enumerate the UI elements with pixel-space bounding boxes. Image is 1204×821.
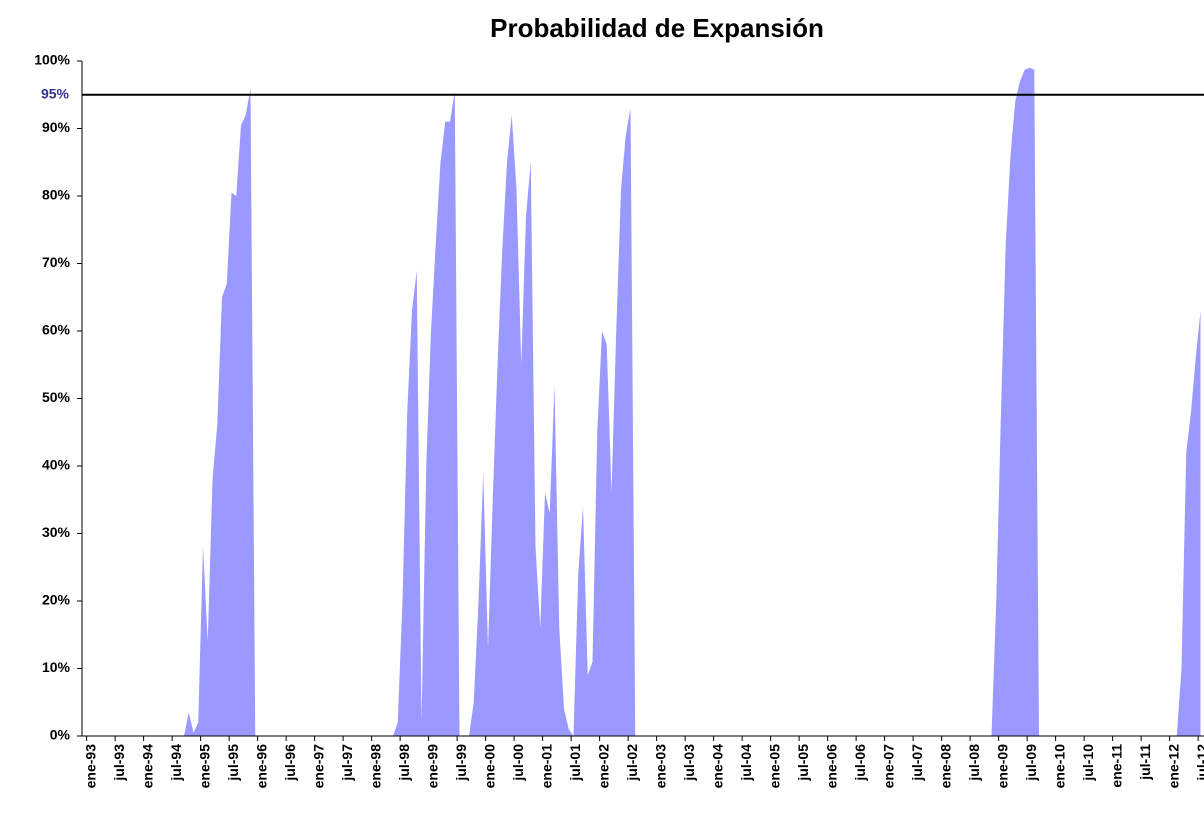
x-tick-label: jul-93 xyxy=(111,744,127,782)
x-tick-label: ene-07 xyxy=(881,744,897,789)
x-tick-label: ene-02 xyxy=(596,744,612,789)
x-tick-label: ene-93 xyxy=(83,744,99,789)
x-tick-label: jul-96 xyxy=(282,744,298,782)
y-tick-label: 100% xyxy=(34,52,70,68)
x-tick-label: jul-06 xyxy=(852,744,868,782)
x-tick-label: ene-97 xyxy=(311,744,327,789)
x-tick-label: ene-94 xyxy=(140,744,156,789)
x-tick-label: ene-12 xyxy=(1166,744,1182,789)
x-tick-label: jul-12 xyxy=(1194,744,1204,782)
y-tick-label: 30% xyxy=(42,524,71,540)
x-tick-label: ene-95 xyxy=(197,744,213,789)
area xyxy=(89,67,1201,736)
threshold-label: 95% xyxy=(41,85,70,101)
y-tick-label: 20% xyxy=(42,592,71,608)
x-tick-label: ene-09 xyxy=(995,744,1011,789)
y-tick-label: 90% xyxy=(42,119,71,135)
x-tick-label: ene-03 xyxy=(653,744,669,789)
x-tick-label: ene-99 xyxy=(425,744,441,789)
y-tick-label: 60% xyxy=(42,322,71,338)
x-tick-label: ene-05 xyxy=(767,744,783,789)
x-tick-label: ene-96 xyxy=(254,744,270,789)
y-tick-label: 80% xyxy=(42,187,71,203)
x-tick-label: jul-10 xyxy=(1080,744,1096,782)
x-tick-label: ene-06 xyxy=(824,744,840,789)
y-tick-label: 40% xyxy=(42,457,71,473)
y-tick-label: 70% xyxy=(42,254,71,270)
x-tick-label: jul-98 xyxy=(396,744,412,782)
x-tick-label: ene-01 xyxy=(539,744,555,789)
y-tick-label: 0% xyxy=(50,727,71,743)
x-tick-label: jul-99 xyxy=(453,744,469,782)
x-tick-label: ene-11 xyxy=(1109,744,1125,788)
y-tick-label: 10% xyxy=(42,659,71,675)
x-tick-label: jul-11 xyxy=(1137,744,1153,781)
x-tick-label: ene-04 xyxy=(710,744,726,789)
x-tick-label: jul-02 xyxy=(624,744,640,782)
x-tick-label: jul-95 xyxy=(225,744,241,782)
x-tick-label: jul-01 xyxy=(567,744,583,782)
x-tick-label: jul-00 xyxy=(510,744,526,782)
x-tick-label: jul-97 xyxy=(339,744,355,782)
chart-title: Probabilidad de Expansión xyxy=(490,13,824,43)
x-tick-label: ene-10 xyxy=(1052,744,1068,789)
x-tick-label: jul-04 xyxy=(738,744,754,782)
x-tick-label: ene-08 xyxy=(938,744,954,789)
x-tick-label: jul-07 xyxy=(909,744,925,782)
x-tick-label: ene-98 xyxy=(368,744,384,789)
y-tick-label: 50% xyxy=(42,389,71,405)
x-tick-label: jul-09 xyxy=(1023,744,1039,782)
x-tick-label: jul-94 xyxy=(168,744,184,782)
x-tick-label: jul-08 xyxy=(966,744,982,782)
x-tick-label: jul-05 xyxy=(795,744,811,782)
x-tick-label: jul-03 xyxy=(681,744,697,782)
x-tick-label: ene-00 xyxy=(482,744,498,789)
